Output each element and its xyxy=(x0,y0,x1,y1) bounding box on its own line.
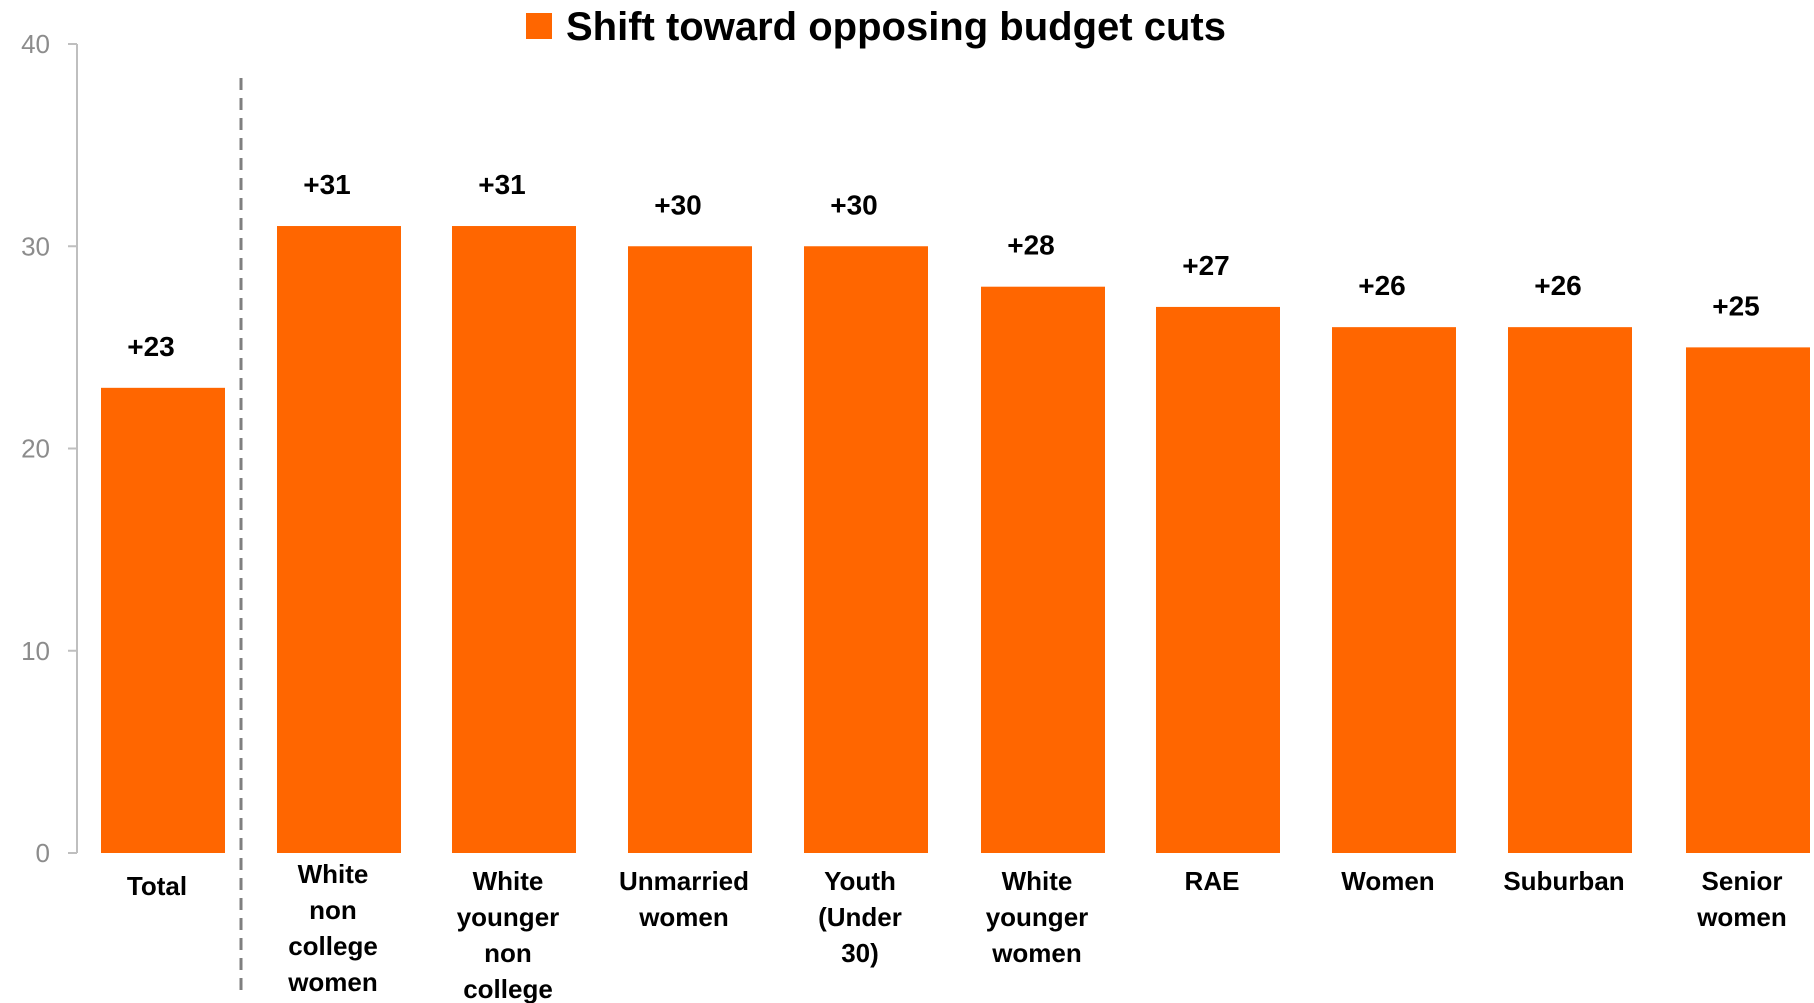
bar-value-label: +30 xyxy=(654,189,702,220)
bar xyxy=(981,286,1105,853)
legend-swatch xyxy=(526,13,552,39)
bar-value-label: +30 xyxy=(830,189,878,220)
y-tick-label: 40 xyxy=(21,29,50,59)
category-label: White younger non college xyxy=(457,866,560,1003)
category-label-line: White xyxy=(473,866,544,896)
bar xyxy=(277,226,401,853)
category-label-line: 30) xyxy=(841,938,879,968)
y-tick-label: 10 xyxy=(21,636,50,666)
legend: Shift toward opposing budget cuts xyxy=(526,5,1226,49)
y-tick-label: 30 xyxy=(21,231,50,261)
category-label-line: college xyxy=(288,931,378,961)
bar-value-label: +26 xyxy=(1534,270,1582,301)
bar-value-label: +31 xyxy=(478,169,526,200)
category-labels: Total White non college women White younger non… xyxy=(127,859,1787,1003)
category-label-line: White xyxy=(1002,866,1073,896)
y-tick-label: 0 xyxy=(36,838,50,868)
category-label: RAE xyxy=(1185,866,1240,896)
category-label-line: Senior xyxy=(1702,866,1783,896)
bars xyxy=(101,226,1810,853)
bar xyxy=(1686,347,1810,853)
y-axis-ticks: 0 10 20 30 40 xyxy=(21,29,77,868)
category-label: Unmarried women xyxy=(619,866,749,932)
category-label-line: Women xyxy=(1341,866,1434,896)
y-tick-label: 20 xyxy=(21,434,50,464)
category-label-line: non xyxy=(309,895,357,925)
category-label-line: younger xyxy=(986,902,1089,932)
bar-value-label: +23 xyxy=(127,331,175,362)
category-label: Suburban xyxy=(1503,866,1624,896)
bar xyxy=(1508,327,1632,853)
legend-label: Shift toward opposing budget cuts xyxy=(566,5,1226,49)
category-label: White younger women xyxy=(986,866,1089,968)
bar xyxy=(804,246,928,853)
category-label-line: (Under xyxy=(818,902,902,932)
category-label-line: Suburban xyxy=(1503,866,1624,896)
category-label-line: younger xyxy=(457,902,560,932)
bar xyxy=(628,246,752,853)
category-label-line: White xyxy=(298,859,369,889)
category-label-line: Youth xyxy=(824,866,896,896)
category-label-line: RAE xyxy=(1185,866,1240,896)
category-label-line: Total xyxy=(127,871,187,901)
bar xyxy=(1156,306,1280,853)
category-label-line: college xyxy=(463,974,553,1003)
category-label-line: Unmarried xyxy=(619,866,749,896)
category-label: Total xyxy=(127,871,187,901)
bar-value-label: +28 xyxy=(1007,230,1055,261)
bar-value-label: +27 xyxy=(1182,250,1230,281)
category-label-line: women xyxy=(1696,902,1787,932)
category-label-line: women xyxy=(287,967,378,997)
category-label-line: women xyxy=(991,938,1082,968)
bar xyxy=(1332,327,1456,853)
category-label: Youth (Under 30) xyxy=(818,866,902,968)
bar-value-label: +25 xyxy=(1712,290,1760,321)
bar-value-label: +31 xyxy=(303,169,351,200)
bar xyxy=(452,226,576,853)
bar xyxy=(101,387,225,853)
category-label-line: women xyxy=(638,902,729,932)
value-labels: +23 +31 +31 +30 +30 +28 +27 +26 +26 +25 xyxy=(127,169,1760,362)
bar-value-label: +26 xyxy=(1358,270,1406,301)
category-label-line: non xyxy=(484,938,532,968)
category-label: Senior women xyxy=(1696,866,1787,932)
category-label: Women xyxy=(1341,866,1434,896)
category-label: White non college women xyxy=(287,859,378,997)
